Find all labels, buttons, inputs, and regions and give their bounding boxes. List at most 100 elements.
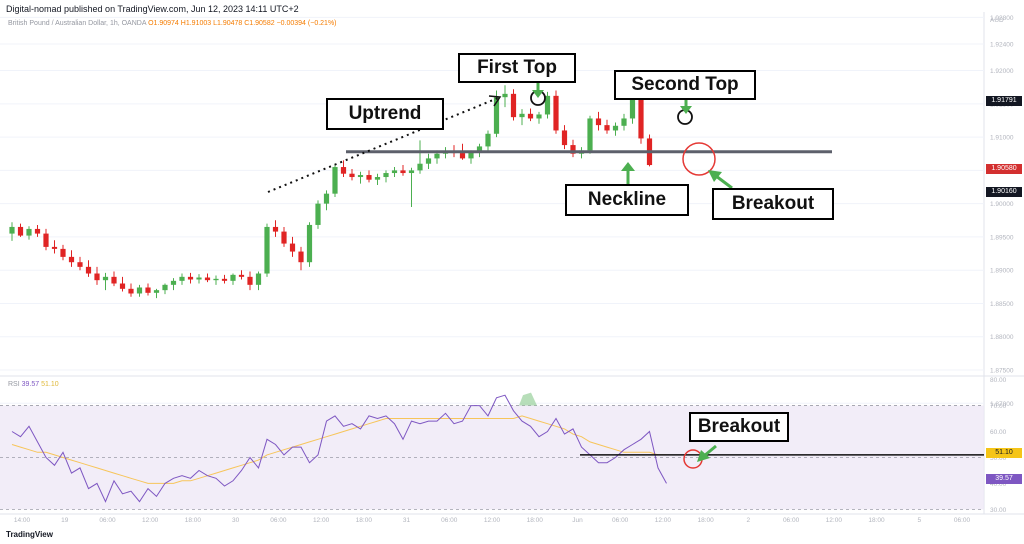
candle-body [111,276,117,284]
uptrend-arrowhead [488,95,502,107]
rsi-tag-rsi: 39.57 [986,474,1022,484]
candle-body [366,175,372,180]
rsi-tick-label: 60.00 [990,429,1007,436]
rsi-tick-label: 80.00 [990,377,1007,384]
candle-body [357,175,364,178]
candle-body [638,97,644,139]
candle-body [264,226,270,274]
candle-body [230,274,236,281]
price-tick-label: 1.89500 [990,234,1014,241]
candle-body [102,276,109,281]
candle-body [170,280,177,285]
breakout-price-label: Breakout [712,188,834,220]
breakout-circle [682,142,716,176]
candle-body [374,177,381,180]
breakout-rsi-label: Breakout [689,412,789,442]
close-value: C1.90582 [244,20,275,27]
candle-body [119,283,126,289]
candle-body [204,277,211,281]
time-tick-label: 14:00 [14,517,31,524]
time-tick-label: 12:00 [313,517,330,524]
price-tick-label: 1.88500 [990,301,1014,308]
candle-body [298,251,304,263]
candle-body [145,287,151,293]
candle-body [315,203,321,225]
time-tick-label: 18:00 [868,517,885,524]
rsi-ma-line [11,415,667,484]
price-tick-label: 1.87000 [990,401,1014,408]
candle-body [527,113,534,119]
candle-body [68,256,75,263]
symbol-title: British Pound / Australian Dollar, 1h, O… [8,20,147,27]
candle-body [485,133,491,147]
rsi-breakout-arrowhead [697,450,710,462]
price-tick-label: 1.92800 [990,15,1014,22]
price-tag-high: 1.91791 [986,96,1022,106]
price-tick-label: 1.89000 [990,268,1014,275]
time-tick-label: 5 [917,517,921,524]
rsi-tick-label: 70.00 [990,403,1007,410]
candle-body [425,158,432,164]
candle-body [417,163,423,171]
candle-body [553,95,559,131]
time-tick-label: 18:00 [527,517,544,524]
rsi-overbought-fill [519,392,537,406]
candle-body [281,231,287,244]
candle-body [383,173,389,178]
candle-body [332,167,338,194]
second-top-label: Second Top [614,70,756,100]
time-tick-label: 12:00 [484,517,501,524]
candle-body [34,228,41,234]
candle-body [595,118,602,126]
candle-body [391,170,398,174]
uptrend-label: Uptrend [326,98,444,130]
time-tick-label: 18:00 [697,517,714,524]
candle-body [238,274,245,277]
time-tick-label: 06:00 [612,517,629,524]
candle-body [476,146,483,153]
time-tick-label: 30 [232,517,240,524]
price-tick-label: 1.88000 [990,334,1014,341]
candle-body [587,118,593,151]
time-tick-label: 18:00 [185,517,202,524]
candle-body [60,248,66,257]
open-value: O1.90974 [148,20,179,27]
first-top-arrowhead [532,90,544,98]
time-tick-label: 19 [61,517,69,524]
candle-body [136,287,143,294]
candle-body [434,153,440,159]
candle-body [570,145,576,154]
time-tick-label: 12:00 [655,517,672,524]
price-tick-label: 1.87500 [990,368,1014,375]
candle-body [323,193,330,204]
candle-body [459,153,466,159]
price-tick-label: 1.90000 [990,201,1014,208]
candle-body [85,266,92,274]
high-value: H1.91003 [180,20,212,27]
candle-body [604,125,610,131]
time-tick-label: Jun [572,517,583,524]
candle-body [179,276,185,281]
candle-body [561,130,568,146]
candle-body [621,118,627,126]
candle-body [255,273,262,285]
candle-body [94,273,100,281]
symbol-legend: British Pound / Australian Dollar, 1h, O… [8,20,337,27]
candle-body [51,246,58,249]
candle-body [349,173,355,178]
first-top-label: First Top [458,53,576,83]
neckline-arrowhead [621,162,635,171]
candle-body [213,278,219,281]
candle-body [502,93,508,98]
tradingview-logo: TradingView [6,530,53,539]
candle-body [340,167,347,174]
candle-body [536,114,542,119]
time-tick-label: 06:00 [441,517,458,524]
rsi-line [11,394,667,503]
candle-body [128,288,134,294]
candle-body [187,276,194,280]
rsi-tag-ma: 51.10 [986,448,1022,458]
time-tick-label: 12:00 [826,517,843,524]
currency-label: AUD [990,17,1004,24]
